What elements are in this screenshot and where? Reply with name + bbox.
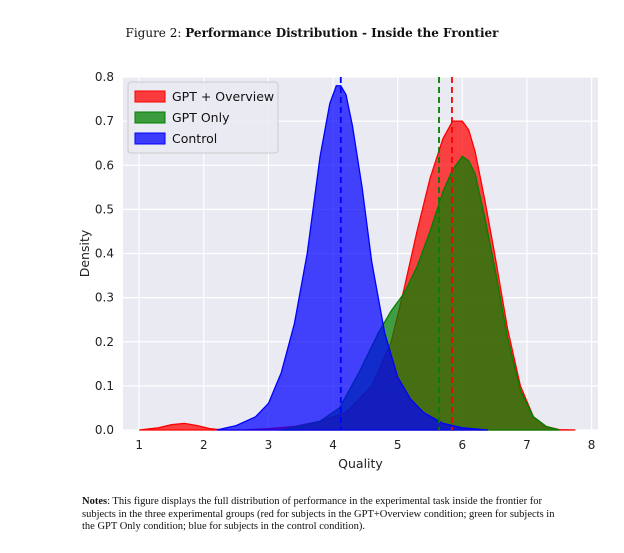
legend-label: GPT Only bbox=[172, 110, 230, 125]
notes-label: Notes bbox=[82, 496, 108, 507]
y-tick-label: 0.4 bbox=[95, 247, 114, 261]
x-tick-label: 4 bbox=[329, 438, 337, 452]
density-area-control bbox=[216, 85, 489, 431]
density-chart: 1 2 3 4 5 6 7 8 0.0 0.1 0.2 0.3 0.4 0.5 0.6 0.7 0.8 Qua… bbox=[77, 70, 598, 471]
legend-label: GPT + Overview bbox=[172, 89, 274, 104]
x-tick-label: 6 bbox=[458, 438, 466, 452]
legend-label: Control bbox=[172, 131, 217, 146]
figure-notes: Notes: This figure displays the full dis… bbox=[82, 496, 562, 534]
notes-text: : This figure displays the full distribu… bbox=[82, 496, 555, 532]
legend: GPT + Overview GPT Only Control bbox=[127, 81, 279, 154]
x-tick-label: 5 bbox=[394, 438, 402, 452]
figure-title-text: Performance Distribution - Inside the Fr… bbox=[185, 26, 499, 40]
y-axis-label: Density bbox=[77, 229, 92, 277]
y-tick-label: 0.2 bbox=[95, 335, 114, 349]
y-tick-label: 0.3 bbox=[95, 291, 114, 305]
x-tick-label: 2 bbox=[200, 438, 208, 452]
mean-lines bbox=[339, 77, 453, 430]
y-tick-label: 0.8 bbox=[95, 70, 114, 84]
x-tick-label: 3 bbox=[265, 438, 273, 452]
legend-swatch bbox=[134, 132, 166, 145]
y-ticks: 0.0 0.1 0.2 0.3 0.4 0.5 0.6 0.7 0.8 bbox=[95, 70, 114, 437]
x-tick-label: 7 bbox=[523, 438, 531, 452]
y-tick-label: 0.5 bbox=[95, 202, 114, 216]
figure-label: Figure 2: bbox=[125, 26, 182, 40]
figure-title: Figure 2: Performance Distribution - Ins… bbox=[0, 26, 624, 40]
x-tick-label: 1 bbox=[135, 438, 143, 452]
y-tick-label: 0.0 bbox=[95, 423, 114, 437]
legend-swatch bbox=[134, 90, 166, 103]
x-axis-label: Quality bbox=[338, 456, 383, 471]
x-ticks: 1 2 3 4 5 6 7 8 bbox=[135, 438, 595, 452]
y-tick-label: 0.6 bbox=[95, 158, 114, 172]
y-tick-label: 0.1 bbox=[95, 379, 114, 393]
x-tick-label: 8 bbox=[588, 438, 596, 452]
y-tick-label: 0.7 bbox=[95, 114, 114, 128]
legend-swatch bbox=[134, 111, 166, 124]
